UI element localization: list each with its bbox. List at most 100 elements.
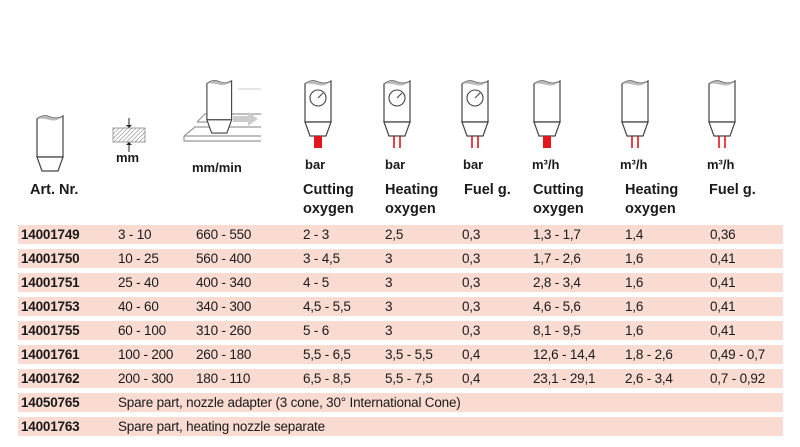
art-nr-cell: 14001750 [21, 251, 80, 266]
cutting-oxygen-flow-icon [533, 80, 561, 148]
art-nr-cell: 14050765 [21, 395, 80, 410]
header-line: oxygen [533, 201, 584, 217]
unit-bar: bar [305, 157, 326, 172]
value-cell: 4,5 - 5,5 [303, 299, 351, 314]
unit-m3h: m³/h [620, 157, 648, 172]
value-cell: 3 [385, 323, 393, 338]
header-line: oxygen [303, 201, 354, 217]
value-cell: 200 - 300 [118, 371, 174, 386]
value-cell: 1,8 - 2,6 [625, 347, 673, 362]
value-cell: 1,3 - 1,7 [533, 227, 581, 242]
fuel-gas-flow-icon [708, 80, 736, 148]
spare-part-row: 14001763 Spare part, heating nozzle separ… [18, 417, 783, 436]
value-cell: 100 - 200 [118, 347, 174, 362]
value-cell: 1,6 [625, 323, 644, 338]
header-cutting-oxygen-flow: Cutting oxygen [533, 181, 584, 219]
value-cell: 0,3 [462, 251, 481, 266]
value-cell: 40 - 60 [118, 299, 159, 314]
value-cell: 12,6 - 14,4 [533, 347, 596, 362]
header-fuel-gas-bar: Fuel g. [464, 181, 511, 200]
table-row: 14001750 10 - 25 560 - 400 3 - 4,5 3 0,3 1,7 -… [18, 249, 783, 268]
value-cell: 60 - 100 [118, 323, 166, 338]
description-cell: Spare part, nozzle adapter (3 cone, 30° … [118, 395, 461, 410]
table-row: 14001751 25 - 40 400 - 340 4 - 5 3 0,3 2,8 - 3… [18, 273, 783, 292]
value-cell: 5,5 - 7,5 [385, 371, 433, 386]
unit-m3h: m³/h [532, 157, 560, 172]
value-cell: 23,1 - 29,1 [533, 371, 596, 386]
header-heating-oxygen-bar: Heating oxygen [385, 181, 438, 219]
value-cell: 560 - 400 [196, 251, 252, 266]
unit-bar: bar [463, 157, 484, 172]
value-cell: 3 - 4,5 [303, 251, 340, 266]
cutting-oxygen-pressure-icon [304, 80, 332, 148]
value-cell: 10 - 25 [118, 251, 159, 266]
value-cell: 3,5 - 5,5 [385, 347, 433, 362]
value-cell: 4,6 - 5,6 [533, 299, 581, 314]
header-line: Heating [385, 182, 439, 198]
art-nr-cell: 14001751 [21, 275, 80, 290]
heating-oxygen-flow-icon [621, 80, 649, 148]
value-cell: 0,4 [462, 347, 481, 362]
value-cell: 0,3 [462, 323, 481, 338]
header-line: Cutting [303, 182, 354, 198]
value-cell: 1,6 [625, 275, 644, 290]
unit-m3h: m³/h [707, 157, 735, 172]
value-cell: 8,1 - 9,5 [533, 323, 581, 338]
value-cell: 6,5 - 8,5 [303, 371, 351, 386]
value-cell: 0,49 - 0,7 [710, 347, 766, 362]
header-cutting-oxygen-bar: Cutting oxygen [303, 181, 354, 219]
value-cell: 5 - 6 [303, 323, 330, 338]
art-nr-cell: 14001763 [21, 419, 80, 434]
value-cell: 0,3 [462, 275, 481, 290]
value-cell: 260 - 180 [196, 347, 252, 362]
art-nr-header: Art. Nr. [30, 182, 79, 198]
header-heating-oxygen-flow: Heating oxygen [625, 181, 678, 219]
spare-part-row: 14050765 Spare part, nozzle adapter (3 co… [18, 393, 783, 412]
header-line: Heating [625, 182, 679, 198]
header-fuel-gas-flow: Fuel g. [709, 181, 756, 200]
value-cell: 180 - 110 [196, 371, 251, 386]
value-cell: 0,41 [710, 275, 736, 290]
value-cell: 0,4 [462, 371, 481, 386]
value-cell: 2 - 3 [303, 227, 330, 242]
heating-oxygen-pressure-icon [383, 80, 411, 148]
value-cell: 3 [385, 275, 393, 290]
table-row: 14001749 3 - 10 660 - 550 2 - 3 2,5 0,3 1,3 - … [18, 225, 783, 244]
value-cell: 3 - 10 [118, 227, 152, 242]
value-cell: 1,6 [625, 251, 644, 266]
value-cell: 3 [385, 299, 393, 314]
description-cell: Spare part, heating nozzle separate [118, 419, 325, 434]
value-cell: 310 - 260 [196, 323, 252, 338]
value-cell: 340 - 300 [196, 299, 252, 314]
art-nr-cell: 14001755 [21, 323, 80, 338]
art-nr-cell: 14001761 [21, 347, 80, 362]
cutting-speed-icon [183, 80, 261, 142]
value-cell: 25 - 40 [118, 275, 159, 290]
table-row: 14001761 100 - 200 260 - 180 5,5 - 6,5 3,5 -… [18, 345, 783, 364]
value-cell: 1,4 [625, 227, 644, 242]
table-row: 14001755 60 - 100 310 - 260 5 - 6 3 0,3 8,1 - … [18, 321, 783, 340]
value-cell: 1,6 [625, 299, 644, 314]
unit-mm-min: mm/min [192, 160, 242, 175]
table-row: 14001753 40 - 60 340 - 300 4,5 - 5,5 3 0,3 4,6… [18, 297, 783, 316]
value-cell: 400 - 340 [196, 275, 252, 290]
value-cell: 2,6 - 3,4 [625, 371, 673, 386]
art-nr-cell: 14001749 [21, 227, 80, 242]
value-cell: 0,3 [462, 227, 481, 242]
header-line: Fuel g. [709, 182, 756, 198]
fuel-gas-pressure-icon [461, 80, 489, 148]
value-cell: 3 [385, 251, 393, 266]
value-cell: 2,8 - 3,4 [533, 275, 581, 290]
art-nr-cell: 14001753 [21, 299, 80, 314]
header-line: Fuel g. [464, 182, 511, 198]
value-cell: 0,41 [710, 299, 736, 314]
value-cell: 660 - 550 [196, 227, 252, 242]
value-cell: 4 - 5 [303, 275, 330, 290]
header-line: oxygen [385, 201, 436, 217]
unit-mm: mm [116, 150, 140, 165]
unit-bar: bar [385, 157, 406, 172]
value-cell: 2,5 [385, 227, 404, 242]
value-cell: 1,7 - 2,6 [533, 251, 581, 266]
header-line: oxygen [625, 201, 676, 217]
